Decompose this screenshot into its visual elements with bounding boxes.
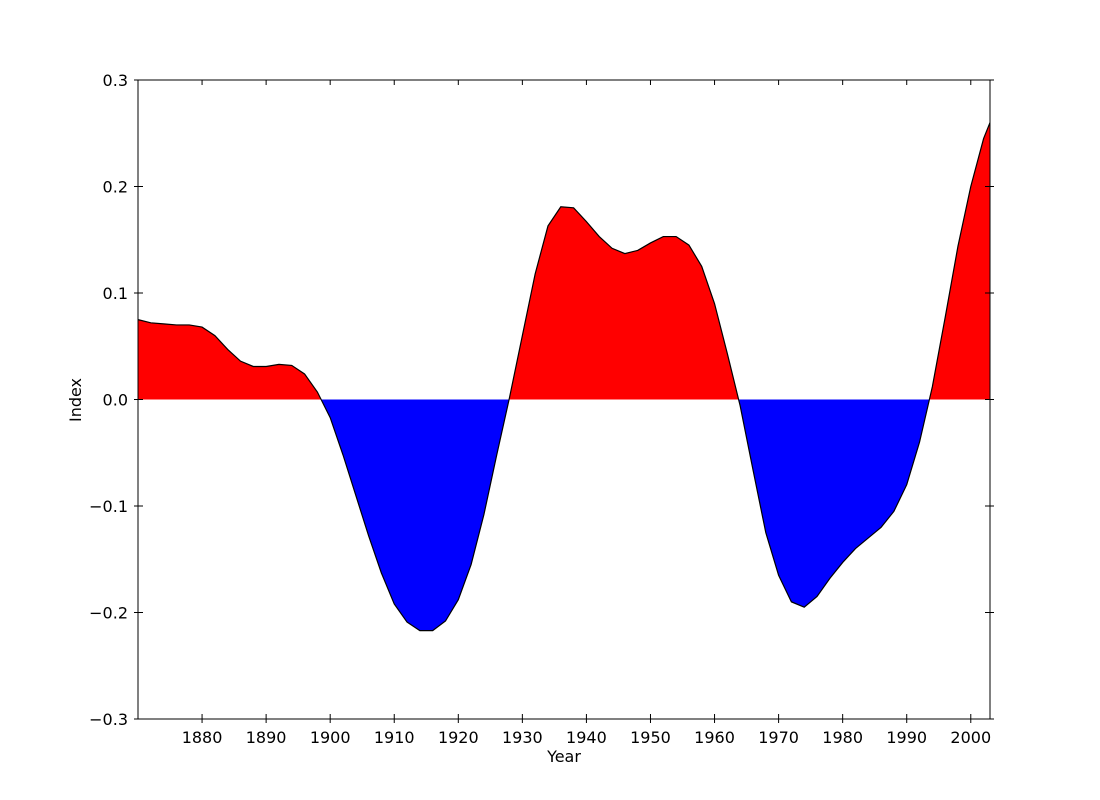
x-axis-ticks: 1880 1890 1900 1910 1920 1930 1940 1950 1960 1970…	[182, 80, 991, 747]
y-tick-label: 0.2	[103, 178, 128, 197]
positive-area-2	[509, 206, 739, 400]
positive-area-0	[138, 319, 322, 400]
x-tick-label: 1980	[822, 728, 863, 747]
x-tick-label: 1990	[886, 728, 927, 747]
y-tick-label: −0.3	[89, 710, 128, 729]
y-axis-label: Index	[66, 378, 85, 422]
x-tick-label: 1910	[374, 728, 415, 747]
x-axis-label: Year	[546, 747, 581, 766]
x-tick-label: 1960	[694, 728, 735, 747]
x-tick-label: 2000	[950, 728, 991, 747]
x-tick-label: 1930	[502, 728, 543, 747]
negative-area-3	[738, 399, 930, 608]
x-tick-label: 1950	[630, 728, 671, 747]
y-tick-label: 0.3	[103, 71, 128, 90]
area-fill-layer	[138, 122, 990, 631]
x-tick-label: 1900	[310, 728, 351, 747]
y-tick-label: −0.2	[89, 604, 128, 623]
y-tick-label: 0.0	[103, 391, 128, 410]
positive-area-4	[929, 122, 990, 400]
x-tick-label: 1940	[566, 728, 607, 747]
negative-area-1	[321, 399, 510, 631]
x-tick-label: 1890	[246, 728, 287, 747]
x-tick-label: 1970	[758, 728, 799, 747]
x-tick-label: 1880	[182, 728, 223, 747]
y-tick-label: −0.1	[89, 497, 128, 516]
x-tick-label: 1920	[438, 728, 479, 747]
index-series-line	[137, 122, 991, 632]
y-axis-ticks: −0.3 −0.2 −0.1 0.0 0.1 0.2 0.3	[89, 71, 994, 729]
series-line-layer	[137, 122, 991, 632]
y-tick-label: 0.1	[103, 284, 128, 303]
